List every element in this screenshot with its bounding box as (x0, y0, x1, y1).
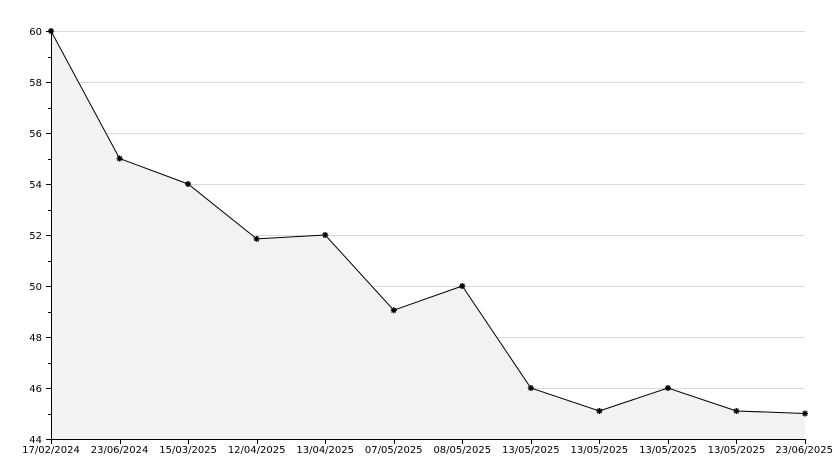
data-point-mark (48, 28, 54, 34)
x-tick-label: 07/05/2025 (365, 445, 423, 456)
data-point-mark (802, 410, 808, 417)
data-point-mark (391, 307, 397, 313)
y-tick-label: 56 (29, 129, 42, 140)
data-point-mark (665, 385, 671, 391)
y-tick-label: 48 (29, 333, 42, 344)
x-tick-label: 17/02/2024 (22, 445, 80, 456)
x-tick-label: 12/04/2025 (228, 445, 286, 456)
data-point (664, 385, 671, 391)
x-tick-label: 13/05/2025 (502, 445, 560, 456)
data-point-mark (185, 181, 191, 187)
data-point (390, 307, 397, 314)
data-point (48, 28, 54, 34)
data-point-mark (596, 408, 602, 414)
data-point (253, 235, 260, 242)
y-axis-tick-labels: 44 46 48 50 52 54 56 58 60 (29, 27, 42, 446)
x-tick-label: 08/05/2025 (433, 445, 491, 456)
x-tick-label: 13/05/2025 (571, 445, 629, 456)
data-point-mark (322, 232, 328, 238)
series-line-layer (50, 30, 806, 414)
data-point (459, 283, 466, 289)
data-point (116, 155, 123, 162)
data-point (527, 385, 534, 391)
data-point (802, 410, 808, 417)
x-tick-label: 13/04/2025 (296, 445, 354, 456)
y-tick-label: 50 (29, 282, 42, 293)
data-point-mark (528, 385, 534, 391)
area-fill (51, 31, 805, 439)
series-line (50, 30, 806, 414)
data-point-mark (733, 408, 740, 414)
data-point-mark (459, 283, 465, 289)
x-tick-label: 23/06/2024 (91, 445, 149, 456)
y-tick-label: 52 (29, 231, 42, 242)
x-tick-label: 13/05/2025 (708, 445, 766, 456)
y-tick-label: 46 (29, 384, 42, 395)
x-tick-label: 13/05/2025 (639, 445, 697, 456)
y-tick-label: 60 (29, 27, 42, 38)
data-point-mark (254, 236, 260, 242)
data-points (48, 28, 808, 417)
data-point (733, 407, 740, 414)
x-axis-tick-labels: 17/02/2024 23/06/2024 15/03/2025 12/04/2025… (22, 445, 833, 456)
data-point (596, 407, 603, 414)
data-point (185, 181, 192, 187)
y-tick-label: 58 (29, 78, 42, 89)
y-tick-label: 44 (29, 435, 42, 446)
x-tick-label: 23/06/2025 (775, 445, 833, 456)
data-point-mark (116, 155, 123, 162)
data-point (322, 232, 329, 238)
x-tick-label: 15/03/2025 (159, 445, 217, 456)
y-tick-label: 54 (29, 180, 42, 191)
area-fill-layer (51, 31, 805, 439)
axes (46, 29, 806, 444)
